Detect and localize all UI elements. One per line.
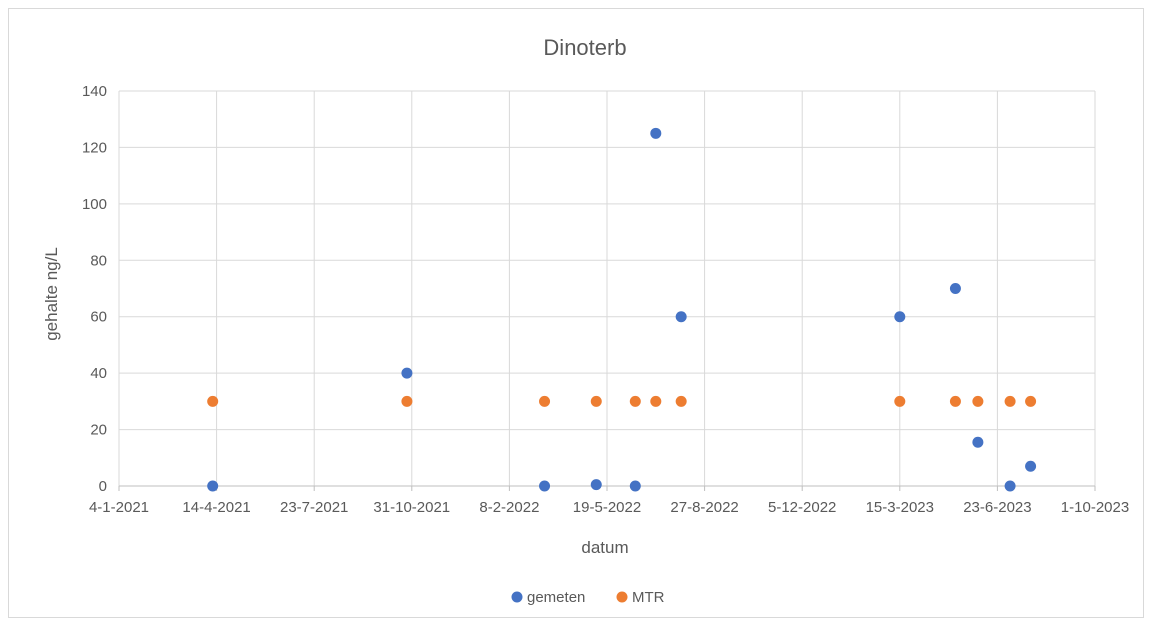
x-tick-label: 23-6-2023: [963, 499, 1031, 516]
y-tick-label: 140: [82, 83, 107, 100]
x-tick-label: 15-3-2023: [866, 499, 934, 516]
data-point-mtr: [1025, 395, 1037, 407]
legend-marker-mtr: [616, 591, 628, 603]
legend-label-mtr: MTR: [632, 589, 665, 606]
axes: 0 20 40 60 80 100 120 140 4-1-2021 14-4-2021 23-7-…: [82, 83, 1129, 516]
data-point-mtr: [972, 395, 984, 407]
x-tick-label: 1-10-2023: [1061, 499, 1129, 516]
data-point-mtr: [949, 395, 961, 407]
data-point-mtr: [675, 395, 687, 407]
data-point-gemeten: [590, 479, 602, 491]
x-tick-label: 23-7-2021: [280, 499, 348, 516]
x-tick-label: 19-5-2022: [573, 499, 641, 516]
data-point-gemeten: [1004, 480, 1016, 492]
data-point-mtr: [894, 395, 906, 407]
data-point-gemeten: [629, 480, 641, 492]
data-point-gemeten: [949, 283, 961, 294]
data-point-gemeten: [207, 480, 219, 492]
x-tick-label: 14-4-2021: [182, 499, 250, 516]
y-tick-label: 0: [99, 478, 107, 495]
y-tick-label: 80: [90, 252, 107, 269]
data-point-mtr: [650, 395, 662, 407]
chart-title: Dinoterb: [543, 35, 626, 60]
scatter-chart: 0 20 40 60 80 100 120 140 4-1-2021 14-4-2021 23-7-…: [42, 35, 1129, 606]
y-tick-label: 60: [90, 309, 107, 326]
x-tick-label: 4-1-2021: [89, 499, 149, 516]
data-point-mtr: [401, 395, 413, 407]
chart-container: 0 20 40 60 80 100 120 140 4-1-2021 14-4-2021 23-7-…: [8, 8, 1144, 618]
data-point-mtr: [539, 395, 551, 407]
legend: gemeten MTR: [511, 589, 665, 606]
data-points: [207, 127, 1037, 492]
data-point-gemeten: [650, 127, 662, 139]
data-point-mtr: [629, 395, 641, 407]
data-point-gemeten: [1025, 460, 1037, 472]
x-tick-label: 31-10-2021: [373, 499, 450, 516]
data-point-gemeten: [675, 311, 687, 323]
x-tick-label: 8-2-2022: [479, 499, 539, 516]
y-axis-title: gehalte ng/L: [42, 247, 61, 341]
legend-marker-gemeten: [511, 591, 523, 603]
legend-label-gemeten: gemeten: [527, 589, 585, 606]
y-tick-label: 100: [82, 196, 107, 213]
y-tick-label: 120: [82, 139, 107, 156]
data-point-mtr: [207, 395, 219, 407]
y-tick-label: 20: [90, 422, 107, 439]
data-point-gemeten: [401, 367, 413, 379]
data-point-mtr: [590, 395, 602, 407]
data-point-gemeten: [539, 480, 551, 492]
x-tick-label: 27-8-2022: [670, 499, 738, 516]
data-point-gemeten: [894, 311, 906, 323]
gridlines: [118, 90, 1096, 487]
x-axis-title: datum: [581, 538, 628, 557]
data-point-gemeten: [972, 436, 984, 448]
data-point-mtr: [1004, 395, 1016, 407]
x-tick-label: 5-12-2022: [768, 499, 836, 516]
y-tick-label: 40: [90, 365, 107, 382]
